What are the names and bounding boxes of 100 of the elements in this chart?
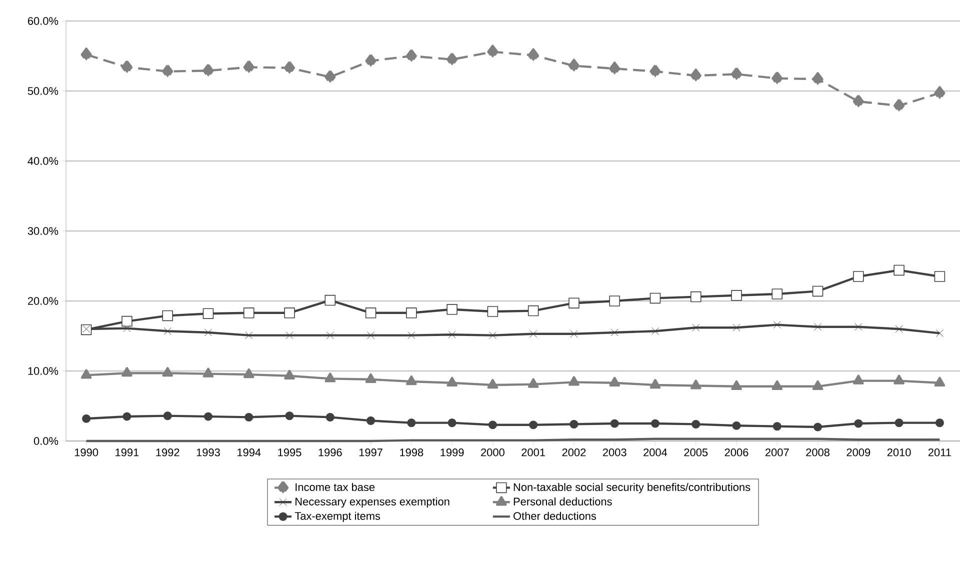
point bbox=[122, 316, 132, 327]
point bbox=[772, 71, 783, 86]
point bbox=[568, 58, 580, 73]
point bbox=[609, 376, 620, 386]
point bbox=[164, 327, 172, 335]
point bbox=[692, 324, 700, 332]
x-tick-label: 2004 bbox=[644, 448, 668, 456]
point bbox=[408, 332, 416, 340]
x-tick-label: 1990 bbox=[74, 448, 98, 456]
x-tick-label: 2007 bbox=[766, 448, 789, 456]
point bbox=[528, 378, 539, 388]
point bbox=[487, 306, 498, 317]
point bbox=[162, 310, 173, 322]
point bbox=[894, 264, 904, 276]
point bbox=[406, 48, 417, 64]
point bbox=[324, 70, 336, 84]
y-tick-label: 50.0% bbox=[28, 87, 58, 95]
point bbox=[82, 414, 91, 423]
point bbox=[814, 422, 822, 432]
point bbox=[731, 380, 742, 390]
y-tick-label: 20.0% bbox=[28, 297, 58, 305]
point bbox=[365, 373, 376, 383]
x-tick-label: 2011 bbox=[928, 448, 951, 456]
y-tick-label: 60.0% bbox=[28, 17, 58, 25]
point bbox=[244, 412, 254, 422]
legend-label: Personal deductions bbox=[514, 497, 612, 506]
point bbox=[446, 52, 458, 67]
x-tick-label: 1998 bbox=[400, 448, 424, 456]
point bbox=[284, 370, 295, 380]
point bbox=[366, 416, 376, 425]
point bbox=[80, 369, 92, 379]
legend-label: Non-taxable social security benefits/contributions bbox=[514, 482, 750, 494]
point bbox=[367, 332, 375, 340]
point bbox=[814, 323, 822, 331]
x-tick-label: 1993 bbox=[196, 448, 220, 456]
point bbox=[446, 376, 458, 386]
legend-label: Necessary expenses exemption bbox=[296, 497, 450, 508]
legend-label: Income tax base bbox=[296, 482, 375, 492]
point bbox=[162, 64, 174, 78]
point bbox=[730, 67, 742, 82]
point bbox=[243, 308, 254, 318]
point bbox=[286, 332, 294, 340]
x-tick-label: 1994 bbox=[238, 448, 261, 456]
point bbox=[732, 421, 741, 430]
point bbox=[365, 54, 376, 68]
x-tick-label: 2001 bbox=[522, 448, 545, 456]
point bbox=[446, 304, 458, 315]
point bbox=[854, 419, 863, 428]
point bbox=[690, 291, 702, 302]
point bbox=[448, 330, 456, 338]
point bbox=[610, 328, 618, 336]
legend-label: Tax-exempt items bbox=[294, 512, 380, 522]
point bbox=[406, 375, 417, 386]
point bbox=[243, 60, 254, 74]
point bbox=[812, 286, 824, 297]
point bbox=[812, 380, 824, 390]
point bbox=[570, 420, 578, 428]
point bbox=[690, 380, 702, 390]
x-tick-label: 2010 bbox=[887, 448, 911, 456]
x-tick-label: 2009 bbox=[846, 448, 870, 456]
point bbox=[528, 305, 539, 316]
point bbox=[202, 308, 214, 319]
point bbox=[407, 418, 416, 428]
y-tick-label: 10.0% bbox=[28, 367, 58, 375]
point bbox=[568, 298, 580, 308]
point bbox=[82, 325, 90, 333]
x-tick-label: 2006 bbox=[724, 448, 748, 456]
point bbox=[893, 98, 905, 113]
point bbox=[934, 271, 946, 282]
point bbox=[651, 327, 660, 335]
point bbox=[326, 412, 334, 422]
point bbox=[609, 296, 620, 306]
point bbox=[772, 380, 783, 390]
point bbox=[568, 376, 580, 386]
point bbox=[936, 329, 944, 337]
point bbox=[692, 420, 700, 428]
x-tick-label: 2000 bbox=[481, 448, 504, 456]
point bbox=[773, 321, 781, 329]
point bbox=[123, 324, 131, 332]
point bbox=[772, 422, 782, 431]
point bbox=[894, 374, 904, 384]
point bbox=[406, 308, 417, 318]
point bbox=[934, 86, 946, 100]
point bbox=[894, 418, 904, 428]
x-tick-label: 2002 bbox=[562, 448, 586, 456]
point bbox=[570, 330, 578, 338]
point bbox=[935, 418, 944, 428]
point bbox=[243, 368, 254, 378]
point bbox=[488, 420, 497, 430]
point bbox=[487, 44, 498, 59]
x-tick-label: 2003 bbox=[602, 448, 626, 456]
point bbox=[80, 48, 92, 62]
x-tick-label: 1997 bbox=[359, 448, 382, 456]
y-tick-label: 30.0% bbox=[28, 227, 58, 235]
x-tick-label: 2008 bbox=[806, 448, 830, 456]
x-tick-label: 2005 bbox=[684, 448, 708, 456]
y-tick-label: 40.0% bbox=[28, 157, 58, 165]
point bbox=[772, 288, 783, 300]
x-tick-label: 1992 bbox=[156, 448, 180, 456]
point bbox=[812, 72, 824, 86]
